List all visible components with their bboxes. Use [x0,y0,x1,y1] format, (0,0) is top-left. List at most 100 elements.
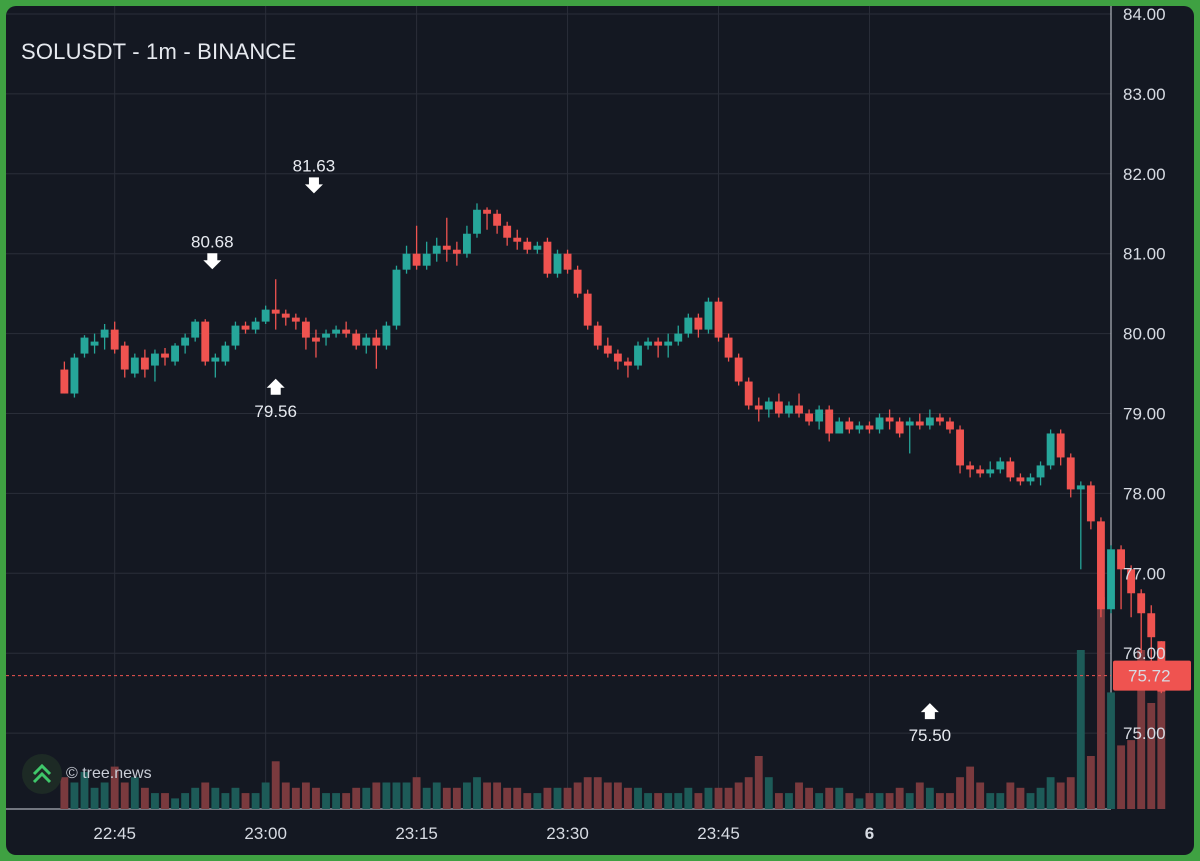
candle-body[interactable] [624,361,632,366]
candle-body[interactable] [915,421,924,426]
candle-body[interactable] [795,405,803,414]
candle-body[interactable] [191,321,200,338]
candle-body[interactable] [754,405,763,410]
candle-body[interactable] [261,309,270,322]
candle-body[interactable] [996,461,1005,470]
candle-body[interactable] [291,317,300,322]
candle-body[interactable] [543,241,552,274]
candle-body[interactable] [986,469,995,474]
candle-body[interactable] [835,421,844,434]
candle-body[interactable] [724,337,733,358]
candle-body[interactable] [935,417,944,422]
candle-body[interactable] [774,401,783,414]
candle-body[interactable] [342,329,351,334]
candle-body[interactable] [251,321,260,330]
candle-body[interactable] [1147,613,1156,638]
candle-body[interactable] [322,333,330,338]
candle-body[interactable] [301,321,310,338]
candle-body[interactable] [583,293,592,326]
candle-body[interactable] [412,253,421,266]
candle-body[interactable] [855,425,864,430]
candlestick-chart[interactable]: 84.00 83.00 82.00 81.00 80.00 79.00 78.00 77.00… [6,6,1194,855]
candle-body[interactable] [865,425,874,430]
candle-body[interactable] [442,245,451,250]
candle-body[interactable] [885,417,894,422]
candle-body[interactable] [221,345,230,362]
candle-body[interactable] [1107,549,1115,610]
candle-body[interactable] [80,337,89,354]
candle-body[interactable] [140,357,149,370]
candle-body[interactable] [654,341,663,346]
candle-body[interactable] [171,345,179,362]
candle-body[interactable] [845,421,854,430]
candle-body[interactable] [875,417,884,430]
candle-body[interactable] [1026,477,1035,482]
candle-body[interactable] [90,341,99,346]
candle-body[interactable] [60,369,69,394]
candle-body[interactable] [1086,485,1095,522]
candle-body[interactable] [785,405,793,414]
candle-body[interactable] [211,357,220,362]
candle-body[interactable] [734,357,743,382]
candle-body[interactable] [553,253,562,274]
candle-body[interactable] [151,353,159,366]
candle-body[interactable] [452,249,461,254]
candle-body[interactable] [613,353,622,362]
candle-body[interactable] [312,337,320,342]
candle-body[interactable] [352,333,361,346]
candle-body[interactable] [694,317,703,330]
candle-body[interactable] [573,269,582,294]
candle-body[interactable] [593,325,602,346]
candle-body[interactable] [644,341,652,346]
candle-body[interactable] [966,465,975,470]
candle-body[interactable] [925,417,934,426]
candle-body[interactable] [241,325,250,330]
candle-body[interactable] [905,421,914,426]
candle-body[interactable] [201,321,210,362]
candle-body[interactable] [805,413,814,422]
candle-body[interactable] [1006,461,1015,478]
candle-body[interactable] [895,421,904,434]
candle-body[interactable] [634,345,642,366]
candle-body[interactable] [70,357,79,394]
candle-body[interactable] [956,429,964,466]
candle-body[interactable] [1117,549,1125,570]
candle-body[interactable] [714,301,723,338]
candle-body[interactable] [1137,593,1146,614]
candle-body[interactable] [100,329,109,338]
candle-body[interactable] [976,469,985,474]
candle-body[interactable] [946,421,954,430]
candle-body[interactable] [181,337,190,346]
candle-body[interactable] [1036,465,1045,478]
candle-body[interactable] [161,353,169,358]
candle-body[interactable] [533,245,542,250]
candle-body[interactable] [110,329,119,350]
candle-body[interactable] [372,337,381,346]
candle-body[interactable] [744,381,753,406]
candle-body[interactable] [684,317,693,334]
candle-body[interactable] [281,313,290,318]
candle-body[interactable] [1046,433,1055,466]
candle-body[interactable] [362,337,371,346]
candle-body[interactable] [402,253,411,270]
candle-body[interactable] [513,237,522,242]
candle-body[interactable] [493,213,502,226]
candle-body[interactable] [704,301,713,330]
candle-body[interactable] [120,345,129,370]
candle-body[interactable] [764,401,773,410]
candle-body[interactable] [332,329,341,334]
candle-body[interactable] [523,241,532,250]
candle-body[interactable] [503,225,512,238]
candle-body[interactable] [271,309,280,314]
candle-body[interactable] [422,253,431,266]
candle-body[interactable] [1016,477,1025,482]
candle-body[interactable] [432,245,441,254]
candle-body[interactable] [603,345,612,354]
candle-body[interactable] [392,269,401,326]
candle-body[interactable] [462,233,471,254]
candle-body[interactable] [815,409,824,422]
candle-body[interactable] [130,357,139,374]
candle-body[interactable] [1076,485,1085,490]
candle-body[interactable] [231,325,240,346]
candle-body[interactable] [382,325,391,346]
